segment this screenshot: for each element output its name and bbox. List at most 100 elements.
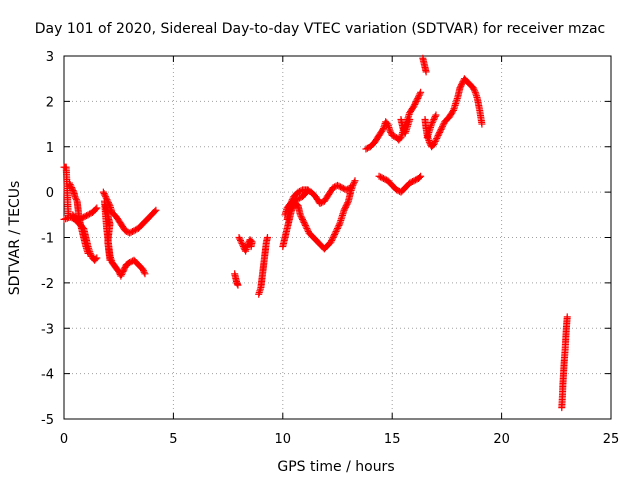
data-point xyxy=(340,206,348,214)
data-point xyxy=(430,140,438,148)
data-point xyxy=(152,206,160,214)
data-point xyxy=(72,196,80,204)
data-point xyxy=(66,181,74,189)
y-tick-label: -5 xyxy=(41,413,54,428)
data-point xyxy=(139,267,147,275)
data-point xyxy=(304,226,312,234)
data-point xyxy=(117,272,125,280)
data-point xyxy=(341,205,349,213)
x-tick-label: 20 xyxy=(493,432,510,447)
data-point xyxy=(458,79,466,87)
data-point xyxy=(298,215,306,223)
data-point xyxy=(65,179,73,187)
data-point xyxy=(471,87,479,95)
data-point xyxy=(304,186,312,194)
data-point xyxy=(342,202,350,210)
data-point xyxy=(414,93,422,101)
data-point xyxy=(299,217,307,225)
data-point xyxy=(92,255,100,263)
y-axis-label: SDTVAR / TECUs xyxy=(7,181,23,296)
data-point xyxy=(236,237,244,245)
data-point xyxy=(332,227,340,235)
data-point xyxy=(93,204,101,212)
data-point xyxy=(334,224,341,232)
data-point xyxy=(343,200,351,208)
data-point xyxy=(432,136,440,144)
data-point xyxy=(68,184,76,192)
data-point xyxy=(432,111,440,119)
data-point xyxy=(416,90,424,98)
data-point xyxy=(430,116,438,124)
data-point xyxy=(301,221,309,229)
data-point xyxy=(67,182,75,190)
data-point xyxy=(302,223,310,231)
data-point xyxy=(431,113,439,120)
data-point xyxy=(436,128,444,136)
y-tick-label: 1 xyxy=(46,141,54,156)
data-point xyxy=(386,127,394,135)
data-points xyxy=(60,54,571,412)
y-axis-ticks: -5 -4 -3 -2 -1 0 1 2 3 xyxy=(41,50,611,428)
chart-title: Day 101 of 2020, Sidereal Day-to-day VTE… xyxy=(35,21,605,37)
grid-lines xyxy=(64,56,611,419)
data-point xyxy=(72,194,80,202)
data-point xyxy=(333,226,341,234)
data-point xyxy=(434,131,442,139)
data-point xyxy=(236,235,244,243)
data-point xyxy=(433,133,441,141)
data-point xyxy=(118,271,126,279)
data-point xyxy=(437,125,445,133)
data-point xyxy=(414,94,422,102)
data-point xyxy=(140,268,148,276)
data-point xyxy=(93,254,101,262)
x-tick-label: 25 xyxy=(603,432,620,447)
y-tick-label: -4 xyxy=(41,368,54,383)
data-point xyxy=(350,178,358,186)
data-point xyxy=(457,81,465,89)
y-tick-label: 3 xyxy=(46,50,54,65)
y-tick-label: -2 xyxy=(41,277,54,292)
y-tick-label: -3 xyxy=(41,322,54,337)
data-point xyxy=(431,139,439,147)
data-point xyxy=(235,234,243,241)
data-point xyxy=(478,120,486,128)
data-point xyxy=(237,238,245,246)
data-point xyxy=(101,191,109,199)
data-point xyxy=(433,134,441,142)
data-point xyxy=(431,137,439,145)
data-point xyxy=(438,124,446,132)
x-axis-label: GPS time / hours xyxy=(277,459,394,475)
data-point xyxy=(425,138,433,146)
data-point xyxy=(106,256,114,264)
data-point xyxy=(412,99,420,107)
data-point xyxy=(331,229,339,237)
data-point xyxy=(139,265,147,273)
data-point xyxy=(344,199,352,207)
data-point xyxy=(429,117,437,125)
data-point xyxy=(345,184,353,192)
data-point xyxy=(436,127,444,135)
data-point xyxy=(303,224,311,232)
data-point xyxy=(327,238,335,246)
data-point xyxy=(350,180,358,188)
data-point xyxy=(387,128,395,136)
data-point xyxy=(413,96,421,104)
data-point xyxy=(239,241,247,249)
data-point xyxy=(151,207,159,215)
data-point xyxy=(351,177,359,185)
data-point xyxy=(303,187,311,195)
data-point xyxy=(68,185,76,193)
data-point xyxy=(298,214,306,222)
data-point xyxy=(342,203,350,211)
data-point xyxy=(328,235,336,243)
data-point xyxy=(335,221,343,229)
x-tick-label: 10 xyxy=(275,432,292,447)
x-tick-label: 5 xyxy=(169,432,177,447)
data-point xyxy=(69,187,77,195)
y-tick-label: -1 xyxy=(41,232,54,247)
data-point xyxy=(379,126,387,134)
data-point xyxy=(100,190,108,198)
data-point xyxy=(297,212,305,220)
x-tick-label: 15 xyxy=(384,432,401,447)
